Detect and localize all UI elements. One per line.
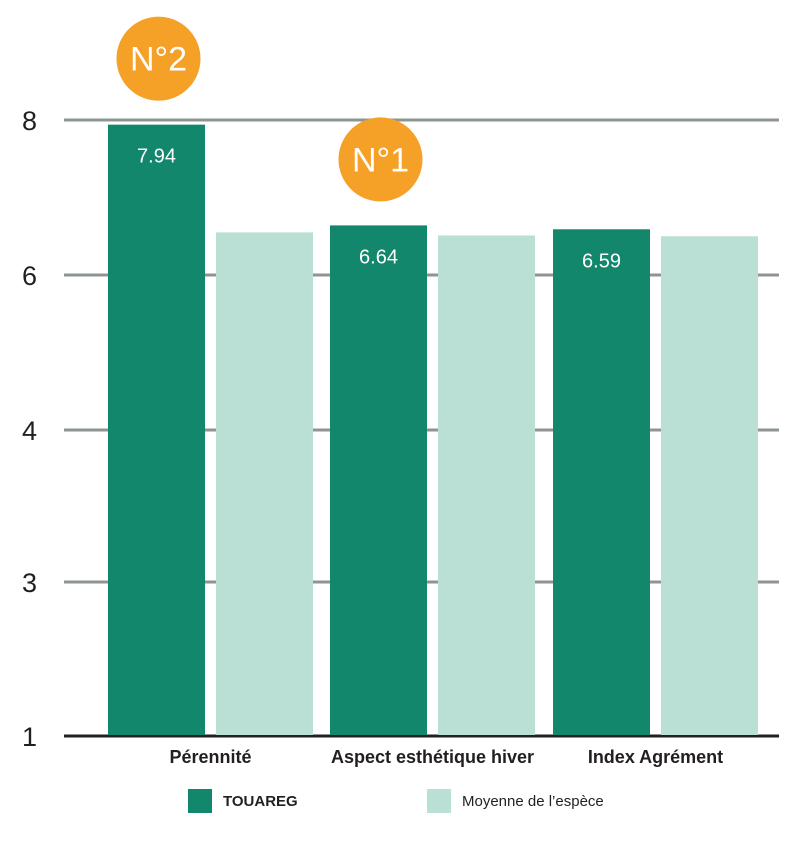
legend-item-touareg: TOUAREG bbox=[188, 789, 298, 813]
legend-label-touareg: TOUAREG bbox=[223, 792, 298, 810]
legend-item-moyenne: Moyenne de l’espèce bbox=[427, 789, 604, 813]
bar-touareg bbox=[108, 124, 205, 735]
y-tick-label: 6 bbox=[22, 261, 37, 291]
y-tick-label: 3 bbox=[22, 568, 37, 598]
legend-label-moyenne: Moyenne de l’espèce bbox=[462, 792, 604, 810]
rank-badge-label: N°2 bbox=[130, 41, 187, 79]
bar-moyenne bbox=[216, 232, 313, 735]
bar-touareg bbox=[553, 229, 650, 735]
legend-swatch-moyenne bbox=[427, 789, 451, 813]
category-label: Pérennité bbox=[169, 747, 251, 767]
category-label: Aspect esthétique hiver bbox=[331, 747, 534, 767]
bar-touareg bbox=[330, 225, 427, 735]
bar-moyenne bbox=[438, 235, 535, 735]
y-tick-label: 1 bbox=[22, 722, 37, 752]
rank-badge bbox=[116, 16, 201, 101]
y-tick-label: 8 bbox=[22, 106, 37, 136]
rank-badge-label: N°1 bbox=[352, 141, 409, 179]
rank-badge bbox=[338, 117, 423, 202]
legend-swatch-touareg bbox=[188, 789, 212, 813]
category-label: Index Agrément bbox=[588, 747, 723, 767]
data-label: 7.94 bbox=[137, 146, 176, 168]
bar-moyenne bbox=[661, 236, 758, 735]
y-tick-label: 4 bbox=[22, 416, 37, 446]
data-label: 6.59 bbox=[582, 250, 621, 272]
data-label: 6.64 bbox=[359, 246, 398, 268]
